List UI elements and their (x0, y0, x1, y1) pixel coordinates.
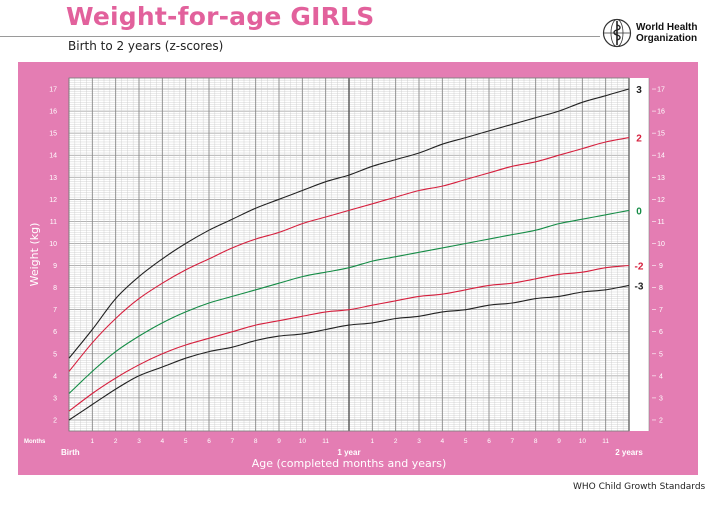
y-tick-label-right: 5 (659, 351, 663, 358)
y-tick-label-right: 16 (657, 109, 665, 116)
zscore-label-3: 3 (636, 85, 642, 96)
x-month-tick-label: 9 (277, 438, 281, 445)
y-tick-label-right: 9 (659, 263, 663, 270)
y-tick-label-right: 12 (657, 197, 665, 204)
chart-subtitle: Birth to 2 years (z-scores) (68, 39, 224, 53)
who-wordmark-line2: Organization (636, 33, 698, 44)
zscore-label-column (629, 78, 649, 431)
x-month-tick-label: 2 (114, 438, 118, 445)
x-month-tick-label: 6 (207, 438, 211, 445)
zscore-curve-2 (68, 137, 630, 372)
who-wordmark-line1: World Health (636, 22, 698, 33)
zscore-curve-minus3 (68, 284, 630, 421)
x-month-tick-label: 10 (299, 438, 307, 445)
zscore-label-minus3: -3 (635, 281, 644, 292)
zscore-curve-minus2 (68, 264, 630, 412)
y-tick-label-left: 17 (49, 87, 57, 94)
zscore-curve-3 (68, 88, 630, 359)
y-tick-label-right: 11 (657, 219, 664, 226)
x-month-tick-label: 4 (441, 438, 445, 445)
x-month-tick-label: 3 (137, 438, 141, 445)
y-tick-label-left: 16 (49, 109, 57, 116)
zscore-label-0: 0 (636, 206, 642, 217)
y-tick-label-right: 7 (659, 307, 663, 314)
chart-panel: 2 2 3 3 4 4 5 5 6 6 7 7 8 8 9 9 10 10 11 11 12 12 13 13 14 14 15 15… (18, 62, 698, 475)
zscore-curve-0 (68, 209, 630, 394)
x-month-tick-label: 5 (184, 438, 188, 445)
y-tick-label-left: 12 (49, 197, 57, 204)
x-month-tick-label: 10 (579, 438, 587, 445)
plot-border (68, 77, 630, 432)
x-month-tick-label: 8 (534, 438, 538, 445)
y-tick-label-right: 10 (657, 241, 665, 248)
x-axis-label: Age (completed months and years) (252, 457, 447, 470)
y-tick-label-right: 6 (659, 329, 663, 336)
x-month-tick-label: 8 (254, 438, 258, 445)
y-tick-label-left: 10 (49, 241, 57, 248)
x-month-tick-label: 9 (557, 438, 561, 445)
x-month-tick-label: 11 (602, 438, 609, 445)
x-month-tick-label: 3 (417, 438, 421, 445)
y-tick-label-right: 2 (659, 417, 663, 424)
y-tick-label-left: 8 (53, 285, 57, 292)
x-year-label: 1 year (337, 448, 360, 457)
y-tick-label-left: 14 (49, 153, 57, 160)
y-tick-label-left: 3 (53, 395, 57, 402)
x-month-tick-label: 6 (487, 438, 491, 445)
title-divider (0, 36, 600, 37)
who-emblem-icon (602, 18, 632, 48)
y-tick-label-right: 3 (659, 395, 663, 402)
x-month-tick-label: 2 (394, 438, 398, 445)
y-tick-label-left: 15 (49, 131, 57, 138)
chart-title: Weight-for-age GIRLS (66, 2, 375, 31)
y-tick-label-right: 8 (659, 285, 663, 292)
x-month-tick-label: 4 (161, 438, 165, 445)
zscore-label-minus2: -2 (635, 262, 644, 273)
x-month-tick-label: 5 (464, 438, 468, 445)
y-axis-label: Weight (kg) (28, 223, 41, 287)
y-tick-label-left: 4 (53, 373, 57, 380)
who-wordmark: World Health Organization (636, 22, 697, 44)
who-logo: World Health Organization (602, 18, 712, 48)
y-tick-label-left: 7 (53, 307, 57, 314)
x-year-label: 2 years (615, 448, 643, 457)
x-month-tick-label: 1 (91, 438, 95, 445)
y-tick-label-right: 17 (657, 87, 665, 94)
x-month-tick-label: 7 (231, 438, 235, 445)
x-year-label: Birth (61, 448, 80, 457)
y-tick-label-left: 6 (53, 329, 57, 336)
y-tick-label-left: 9 (53, 263, 57, 270)
y-tick-label-left: 11 (50, 219, 57, 226)
source-note: WHO Child Growth Standards (573, 482, 706, 492)
x-month-tick-label: 11 (322, 438, 329, 445)
x-month-tick-label: 1 (371, 438, 375, 445)
y-tick-label-right: 13 (657, 175, 665, 182)
y-tick-label-left: 5 (53, 351, 57, 358)
y-tick-label-right: 14 (657, 153, 665, 160)
x-month-tick-label: 7 (511, 438, 515, 445)
y-tick-label-right: 4 (659, 373, 663, 380)
months-row-label: Months (24, 439, 46, 445)
y-tick-label-left: 13 (49, 175, 57, 182)
zscore-label-2: 2 (636, 134, 642, 145)
y-tick-label-right: 15 (657, 131, 665, 138)
y-tick-label-left: 2 (53, 417, 57, 424)
